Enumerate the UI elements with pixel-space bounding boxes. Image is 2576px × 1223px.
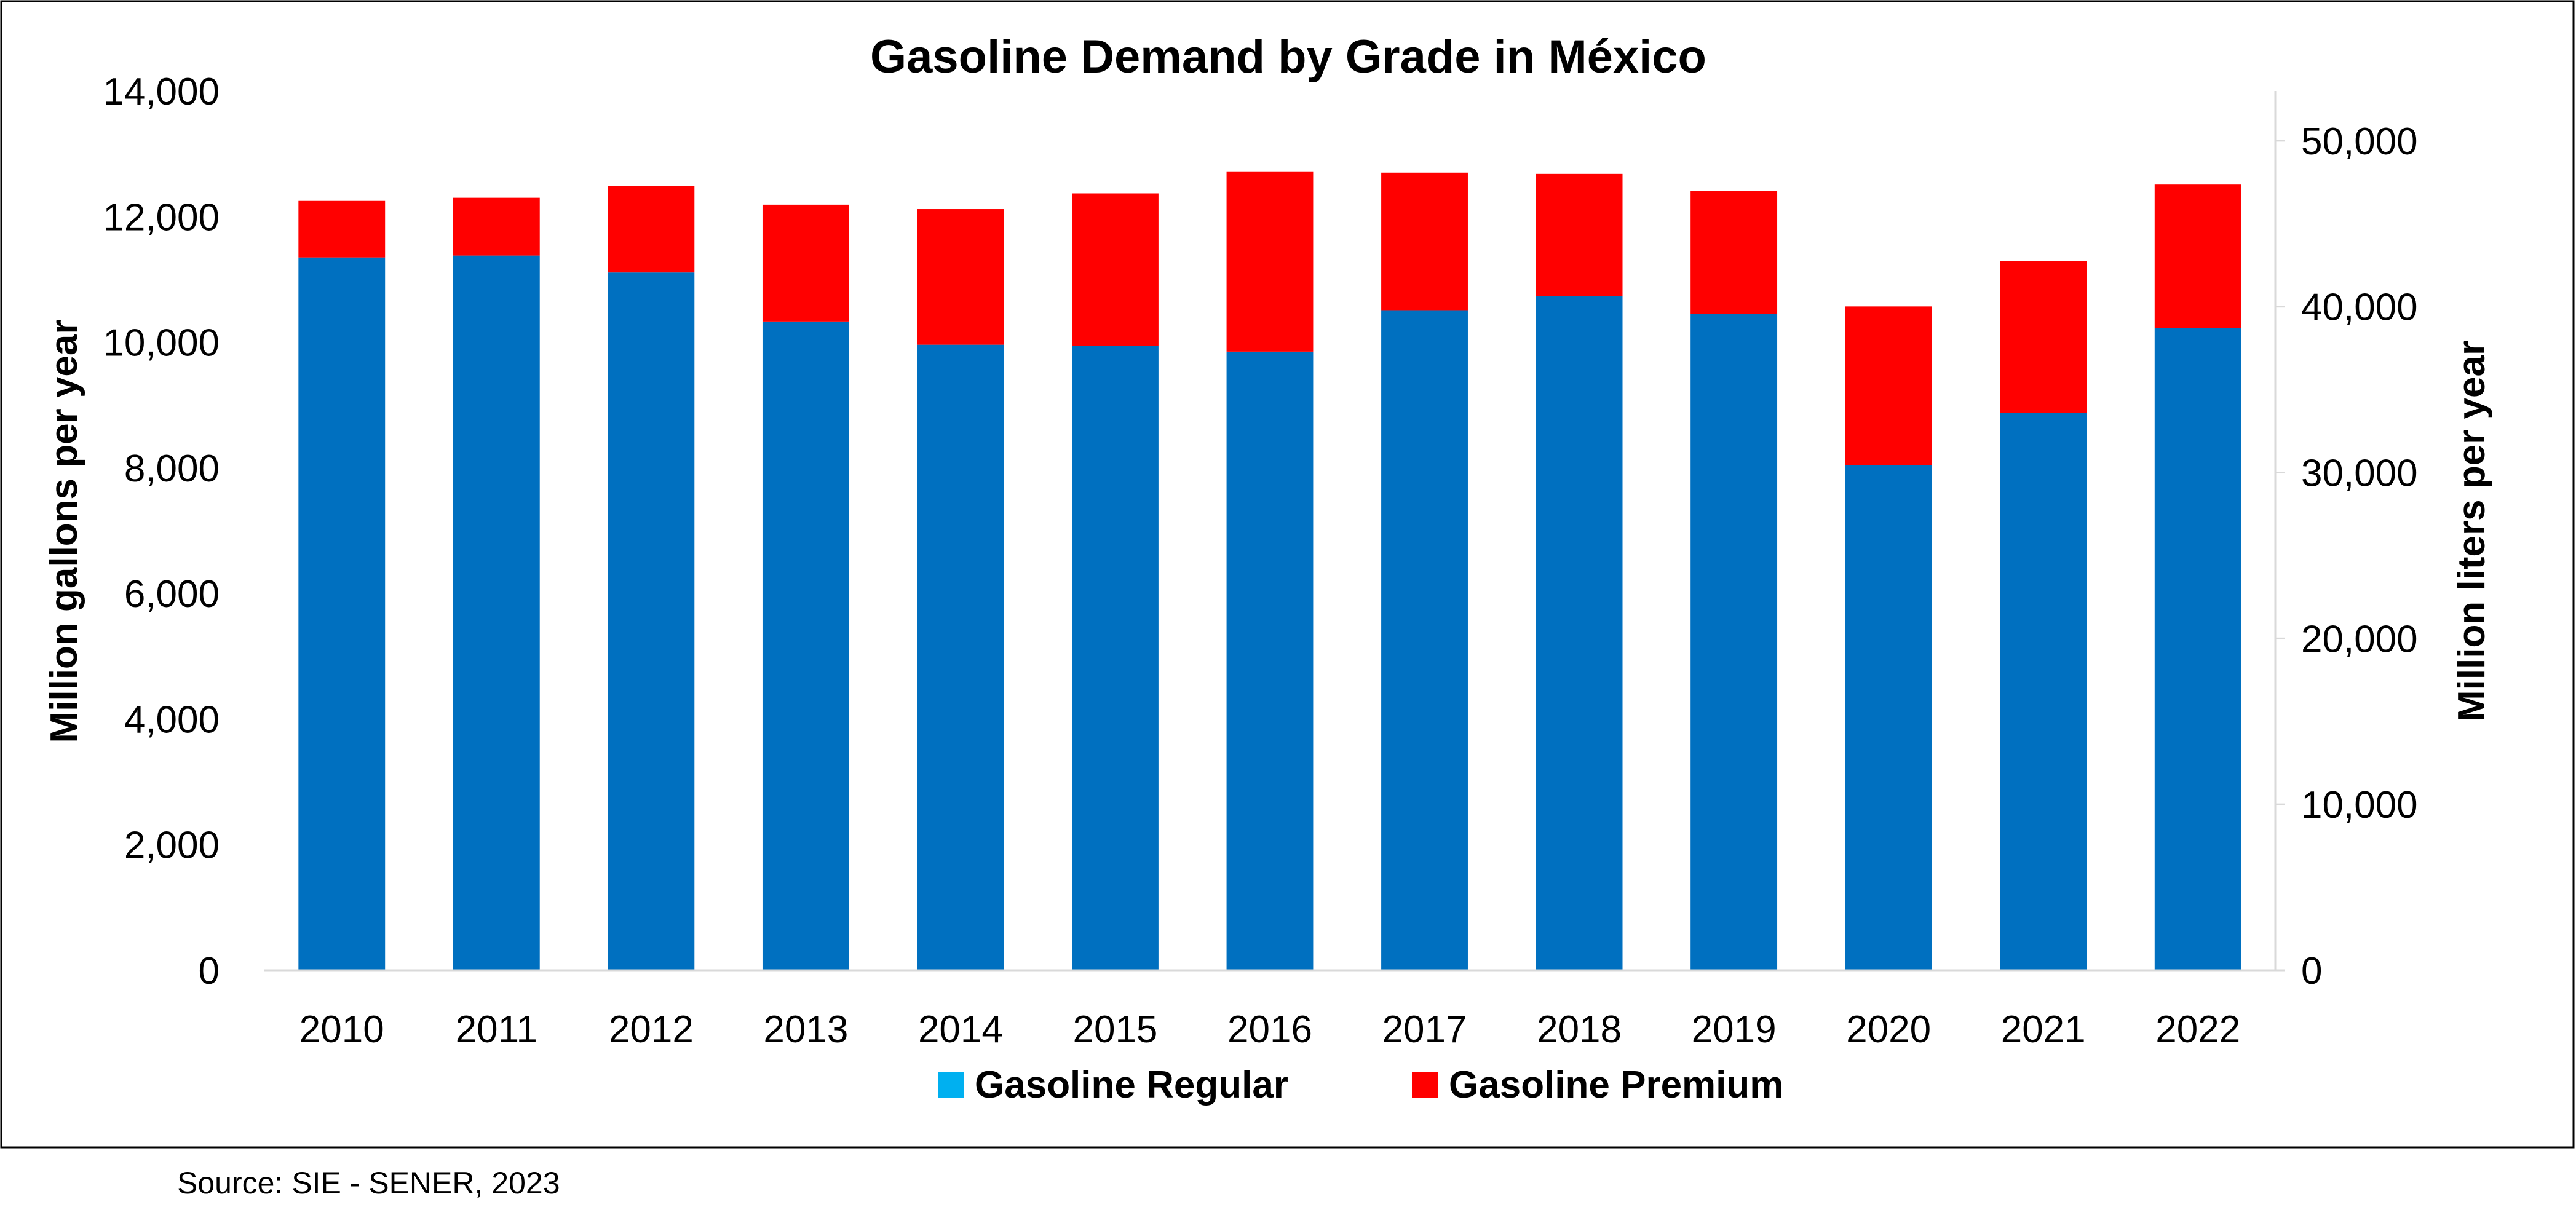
bar-premium-2013 xyxy=(762,204,849,322)
bar-regular-2021 xyxy=(2000,413,2087,970)
x-axis-ticks: 2010 2011 2012 2013 2014 2015 2016 2017 2018 2019… xyxy=(299,1008,2240,1051)
bar-regular-2017 xyxy=(1381,310,1468,971)
bar-premium-2016 xyxy=(1226,171,1314,352)
x-tick-label: 2012 xyxy=(609,1008,694,1051)
y2-tick-label: 30,000 xyxy=(2301,453,2418,495)
x-tick-label: 2022 xyxy=(2155,1008,2240,1051)
bar-regular-2015 xyxy=(1072,346,1159,970)
y-tick-label: 2,000 xyxy=(124,825,220,867)
y-tick-label: 10,000 xyxy=(103,322,220,365)
x-tick-label: 2010 xyxy=(299,1008,384,1051)
x-tick-label: 2014 xyxy=(918,1008,1003,1051)
x-tick-label: 2018 xyxy=(1537,1008,1622,1051)
bar-regular-2012 xyxy=(608,272,695,970)
y-tick-label: 12,000 xyxy=(103,196,220,239)
bar-premium-2019 xyxy=(1690,191,1778,314)
bar-premium-2015 xyxy=(1072,193,1159,346)
y-tick-label: 4,000 xyxy=(124,699,220,741)
bar-premium-2014 xyxy=(917,209,1004,345)
y-axis-ticks: 0 2,000 4,000 6,000 8,000 10,000 12,000 14,000 xyxy=(103,71,220,992)
y2-axis-label: Million liters per year xyxy=(2451,341,2493,722)
x-tick-label: 2011 xyxy=(456,1008,537,1051)
bar-premium-2012 xyxy=(608,186,695,273)
bar-regular-2022 xyxy=(2154,328,2241,970)
x-tick-label: 2017 xyxy=(1382,1008,1467,1051)
bar-regular-2010 xyxy=(298,257,386,970)
x-tick-label: 2013 xyxy=(763,1008,848,1051)
legend-swatch-regular xyxy=(938,1072,964,1098)
x-tick-label: 2019 xyxy=(1692,1008,1777,1051)
x-tick-label: 2015 xyxy=(1072,1008,1157,1051)
bar-regular-2011 xyxy=(453,255,540,971)
chart-frame: Gasoline Demand by Grade in México Milli… xyxy=(0,0,2575,1149)
y-tick-label: 6,000 xyxy=(124,573,220,615)
y-tick-label: 8,000 xyxy=(124,448,220,490)
bar-premium-2018 xyxy=(1536,173,1623,297)
bar-regular-2019 xyxy=(1690,314,1778,970)
y2-tick-label: 40,000 xyxy=(2301,287,2418,329)
bar-regular-2014 xyxy=(917,344,1004,970)
bar-premium-2017 xyxy=(1381,172,1468,311)
legend-label-premium: Gasoline Premium xyxy=(1449,1064,1783,1106)
y-axis-label: Million gallons per year xyxy=(43,319,85,743)
y2-axis-ticks: 0 10,000 20,000 30,000 40,000 50,000 xyxy=(2275,121,2418,992)
x-tick-label: 2020 xyxy=(1846,1008,1931,1051)
y2-tick-label: 0 xyxy=(2301,950,2322,992)
bar-premium-2020 xyxy=(1845,306,1932,465)
y2-tick-label: 50,000 xyxy=(2301,121,2418,163)
bar-regular-2020 xyxy=(1845,465,1932,970)
bar-premium-2021 xyxy=(2000,261,2087,413)
bar-regular-2016 xyxy=(1226,351,1314,970)
bar-regular-2018 xyxy=(1536,296,1623,971)
bars xyxy=(298,171,2241,971)
bar-premium-2011 xyxy=(453,197,540,256)
y2-tick-label: 20,000 xyxy=(2301,618,2418,660)
y-tick-label: 14,000 xyxy=(103,71,220,113)
legend-label-regular: Gasoline Regular xyxy=(975,1064,1288,1106)
legend: Gasoline Regular Gasoline Premium xyxy=(938,1064,1783,1106)
legend-swatch-premium xyxy=(1412,1072,1438,1098)
bar-premium-2010 xyxy=(298,200,386,258)
source-note: Source: SIE - SENER, 2023 xyxy=(177,1166,560,1200)
chart-title: Gasoline Demand by Grade in México xyxy=(870,31,1706,83)
y2-tick-label: 10,000 xyxy=(2301,784,2418,826)
x-tick-label: 2021 xyxy=(2001,1008,2086,1051)
y-tick-label: 0 xyxy=(199,950,220,992)
stacked-bar-chart: Gasoline Demand by Grade in México Milli… xyxy=(0,0,2575,1149)
x-tick-label: 2016 xyxy=(1227,1008,1312,1051)
bar-regular-2013 xyxy=(762,321,849,970)
bar-premium-2022 xyxy=(2154,184,2241,328)
